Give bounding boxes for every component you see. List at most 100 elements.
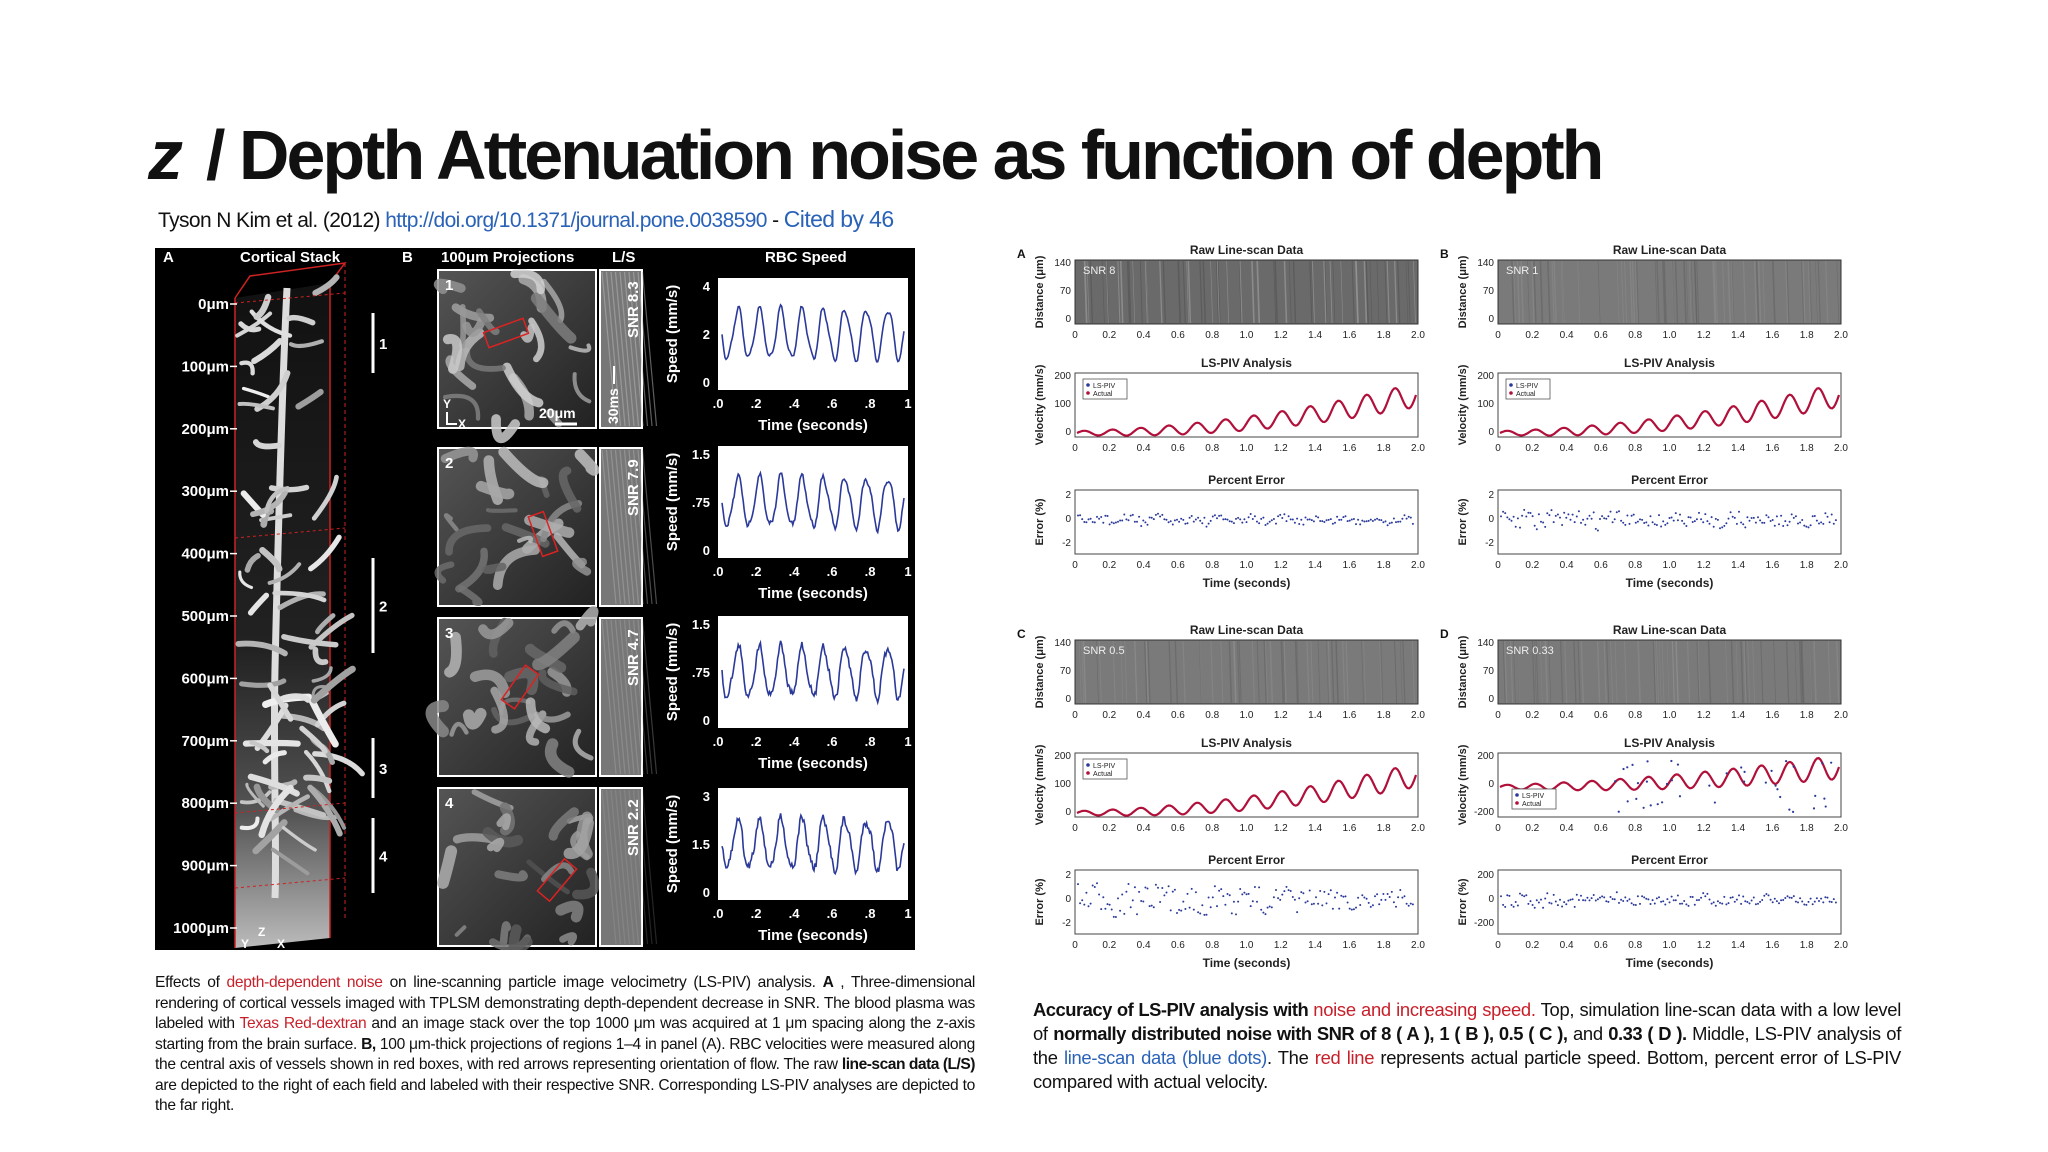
time-tick: 0.8 bbox=[1628, 443, 1642, 454]
projection-vessel bbox=[524, 643, 567, 673]
error-dot bbox=[1194, 891, 1197, 894]
error-dot bbox=[1710, 516, 1713, 519]
error-dot bbox=[1611, 521, 1614, 524]
error-dot bbox=[1224, 518, 1227, 521]
error-dot bbox=[1735, 898, 1738, 901]
error-dot bbox=[1131, 513, 1134, 516]
raw-streak bbox=[1560, 260, 1564, 324]
linescan-strip bbox=[599, 787, 643, 947]
branch-vessel bbox=[259, 546, 283, 573]
projection-vessel bbox=[498, 446, 549, 488]
time-label: Time (seconds) bbox=[1626, 576, 1714, 590]
error-dot bbox=[1296, 517, 1299, 520]
error-dot bbox=[1788, 520, 1791, 523]
raw-streak bbox=[1503, 640, 1508, 704]
dist-label: Distance (μm) bbox=[1034, 255, 1046, 328]
error-dot bbox=[1399, 520, 1402, 523]
raw-streak bbox=[1553, 260, 1557, 324]
error-dot bbox=[1740, 902, 1743, 905]
error-dot bbox=[1622, 900, 1625, 902]
speed-y-tick: 0 bbox=[703, 885, 710, 900]
outlier-dot bbox=[1665, 782, 1669, 786]
depth-tick-label: 0μm bbox=[198, 296, 229, 313]
error-dot bbox=[1110, 521, 1113, 524]
error-dot bbox=[1691, 521, 1694, 523]
linescan-streak bbox=[601, 271, 617, 427]
time-tick: 1.2 bbox=[1274, 330, 1288, 341]
error-dot bbox=[1512, 905, 1515, 908]
error-dot bbox=[1230, 912, 1233, 915]
error-dot bbox=[1830, 513, 1833, 516]
raw-streak bbox=[1727, 260, 1731, 324]
error-dot bbox=[1378, 518, 1381, 521]
error-dot bbox=[1125, 518, 1128, 521]
raw-streak bbox=[1696, 260, 1700, 324]
raw-streak bbox=[1326, 640, 1329, 704]
legend-dot-actual bbox=[1515, 801, 1519, 805]
error-dot bbox=[1096, 882, 1098, 885]
error-dot bbox=[1226, 893, 1229, 895]
error-dot bbox=[1752, 516, 1755, 519]
error-dot bbox=[1262, 911, 1265, 914]
error-dot bbox=[1306, 900, 1309, 903]
raw-streak bbox=[1329, 260, 1333, 324]
region-boundary bbox=[234, 877, 346, 889]
linescan-streak bbox=[637, 619, 653, 775]
error-dot bbox=[1382, 521, 1385, 524]
error-dot bbox=[1093, 521, 1096, 524]
error-dot bbox=[1409, 902, 1412, 905]
cited-by-link[interactable]: Cited by 46 bbox=[783, 206, 894, 232]
error-dot bbox=[1327, 518, 1330, 521]
raw-streak bbox=[1658, 640, 1662, 704]
error-dot bbox=[1706, 892, 1709, 895]
projection-vessel bbox=[572, 372, 592, 404]
citation-link[interactable]: http://doi.org/10.1371/journal.pone.0038… bbox=[385, 209, 767, 232]
raw-image bbox=[1497, 259, 1842, 325]
raw-streak bbox=[1086, 260, 1090, 324]
branch-vessel bbox=[262, 750, 287, 765]
branch-vessel bbox=[239, 816, 260, 831]
error-dot bbox=[1674, 512, 1677, 515]
legend-lspiv: LS-PIV bbox=[1093, 383, 1116, 390]
raw-streak bbox=[1559, 640, 1564, 704]
raw-streak bbox=[1725, 640, 1728, 704]
error-dot bbox=[1077, 883, 1079, 886]
error-dot bbox=[1516, 517, 1519, 520]
error-dot bbox=[1727, 517, 1730, 520]
linescan-streak bbox=[601, 449, 617, 605]
error-dot bbox=[1123, 912, 1126, 915]
left-figure-svg: A Cortical Stack B 100μm Projections L/S… bbox=[163, 249, 912, 950]
right-caption-text: Top, simulation line-scan data with a lo… bbox=[1033, 999, 1901, 1044]
error-dot bbox=[1754, 521, 1757, 524]
outlier-dot bbox=[1676, 763, 1680, 766]
raw-streak bbox=[1311, 260, 1315, 324]
raw-streak bbox=[1802, 260, 1806, 324]
time-tick: 2.0 bbox=[1411, 560, 1425, 571]
projection-vessel bbox=[440, 446, 478, 464]
error-dot bbox=[1628, 898, 1631, 901]
vel-tick: 100 bbox=[1477, 399, 1494, 410]
error-dot bbox=[1630, 514, 1633, 517]
error-dot bbox=[1679, 513, 1681, 516]
error-dot bbox=[1719, 527, 1721, 530]
error-dot bbox=[1599, 896, 1601, 899]
error-dot bbox=[1744, 900, 1747, 903]
projection-vessel bbox=[449, 721, 469, 737]
raw-streak bbox=[1405, 260, 1409, 324]
time-tick: 0 bbox=[1495, 823, 1501, 834]
error-dot bbox=[1641, 895, 1644, 898]
raw-streak bbox=[1520, 260, 1524, 324]
time-tick: 1.6 bbox=[1342, 330, 1356, 341]
error-dot bbox=[1521, 514, 1524, 517]
outlier-dot bbox=[1823, 797, 1826, 800]
outlier-dot bbox=[1824, 805, 1827, 808]
error-dot bbox=[1089, 517, 1092, 520]
error-dot bbox=[1319, 520, 1322, 522]
error-dot bbox=[1805, 525, 1808, 528]
error-dot bbox=[1647, 524, 1650, 527]
raw-title: Raw Line-scan Data bbox=[1613, 623, 1727, 637]
measurement-box bbox=[500, 664, 540, 710]
time-tick: 1.0 bbox=[1240, 330, 1254, 341]
snr-label: SNR 4.7 bbox=[625, 629, 642, 686]
raw-streak bbox=[1654, 260, 1658, 324]
